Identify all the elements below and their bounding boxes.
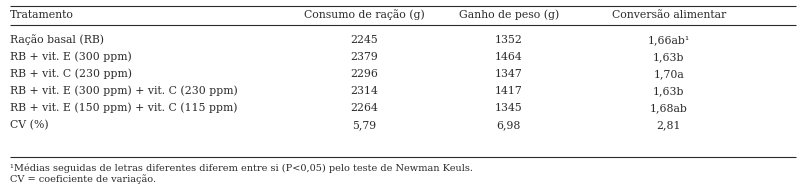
Text: CV (%): CV (%) <box>10 120 48 130</box>
Text: 1,63b: 1,63b <box>653 52 685 62</box>
Text: 1345: 1345 <box>495 103 522 113</box>
Text: RB + vit. E (300 ppm) + vit. C (230 ppm): RB + vit. E (300 ppm) + vit. C (230 ppm) <box>10 86 237 96</box>
Text: 2,81: 2,81 <box>657 120 681 130</box>
Text: ¹Médias seguidas de letras diferentes diferem entre si (P<0,05) pelo teste de Ne: ¹Médias seguidas de letras diferentes di… <box>10 163 473 173</box>
Text: 1347: 1347 <box>495 69 522 79</box>
Text: 1,66ab¹: 1,66ab¹ <box>648 35 690 45</box>
Text: 1352: 1352 <box>495 35 522 45</box>
Text: Conversão alimentar: Conversão alimentar <box>612 10 726 20</box>
Text: 1464: 1464 <box>495 52 522 62</box>
Text: 5,79: 5,79 <box>352 120 376 130</box>
Text: Ração basal (RB): Ração basal (RB) <box>10 35 103 45</box>
Text: 2296: 2296 <box>351 69 378 79</box>
Text: Consumo de ração (g): Consumo de ração (g) <box>304 10 425 20</box>
Text: RB + vit. C (230 ppm): RB + vit. C (230 ppm) <box>10 69 131 79</box>
Text: 1,68ab: 1,68ab <box>650 103 688 113</box>
Text: 1417: 1417 <box>495 86 522 96</box>
Text: 1,63b: 1,63b <box>653 86 685 96</box>
Text: 2379: 2379 <box>351 52 378 62</box>
Text: 1,70a: 1,70a <box>654 69 684 79</box>
Text: 6,98: 6,98 <box>497 120 521 130</box>
Text: RB + vit. E (150 ppm) + vit. C (115 ppm): RB + vit. E (150 ppm) + vit. C (115 ppm) <box>10 103 237 113</box>
Text: CV = coeficiente de variação.: CV = coeficiente de variação. <box>10 174 155 184</box>
Text: 2245: 2245 <box>351 35 378 45</box>
Text: Tratamento: Tratamento <box>10 10 74 20</box>
Text: 2314: 2314 <box>351 86 378 96</box>
Text: RB + vit. E (300 ppm): RB + vit. E (300 ppm) <box>10 52 131 62</box>
Text: Ganho de peso (g): Ganho de peso (g) <box>458 10 559 20</box>
Text: 2264: 2264 <box>351 103 378 113</box>
